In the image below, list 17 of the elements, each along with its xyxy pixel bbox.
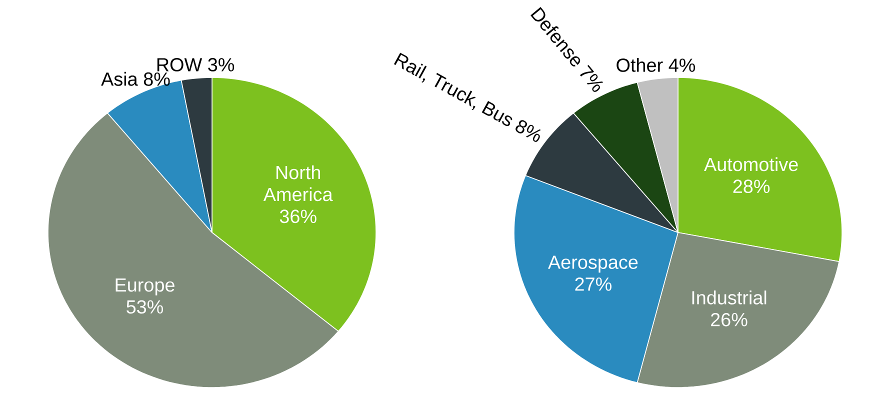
data-label: 4% xyxy=(668,58,696,72)
data-label: 26% xyxy=(711,312,748,326)
data-label: 8% xyxy=(144,72,170,86)
data-label: 8% xyxy=(516,120,541,142)
slice-label: Europe xyxy=(116,278,174,296)
slice-label: Asia xyxy=(101,72,138,86)
slice-label: Industrial xyxy=(692,290,766,304)
slice-label: Aerospace xyxy=(548,256,638,273)
data-label: 53% xyxy=(126,300,164,314)
data-label: 27% xyxy=(575,277,612,291)
slice-label: ROW xyxy=(157,58,202,72)
slice-label: North America xyxy=(263,165,333,202)
data-label: 36% xyxy=(280,210,316,224)
data-label: 28% xyxy=(733,180,770,194)
slice-label: Automotive xyxy=(704,157,798,172)
slice-label: Other xyxy=(616,58,663,72)
data-label: 3% xyxy=(208,58,234,72)
